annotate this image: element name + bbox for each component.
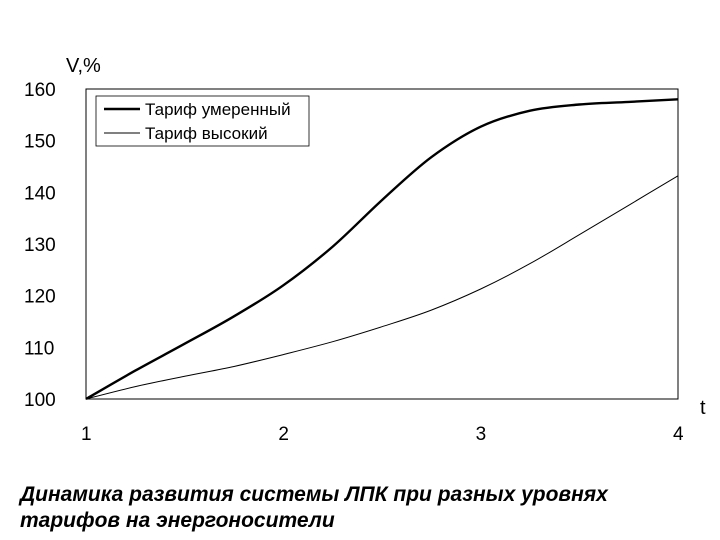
y-tick-label: 160: [24, 80, 56, 101]
x-tick-label: 4: [673, 424, 684, 445]
legend-box: [95, 95, 310, 147]
x-tick-label: 2: [278, 424, 289, 445]
y-tick-label: 110: [24, 338, 54, 359]
y-tick-label: 120: [24, 287, 56, 308]
y-tick-label: 150: [24, 132, 56, 153]
plot-frame: [85, 88, 679, 400]
x-axis-label: t: [700, 397, 706, 419]
legend-label-high: Тариф высокий: [145, 124, 268, 143]
x-tick-label: 3: [476, 424, 487, 445]
chart-caption: Динамика развития системы ЛПК при разных…: [20, 482, 710, 534]
caption-line-2: тарифов на энергоносители: [20, 509, 335, 532]
y-tick-label: 140: [24, 183, 56, 204]
x-tick-label: 1: [81, 424, 92, 445]
caption-line-1: Динамика развития системы ЛПК при разных…: [20, 483, 608, 506]
y-tick-label: 130: [24, 235, 56, 256]
series-lines: [85, 98, 679, 401]
y-tick-label: 100: [24, 390, 56, 411]
series-line-high: [85, 175, 679, 400]
y-axis-label: V,%: [66, 55, 101, 77]
series-line-moderate: [85, 98, 679, 401]
legend-label-moderate: Тариф умеренный: [145, 100, 291, 119]
legend: Тариф умеренный Тариф высокий: [95, 95, 310, 147]
y-ticks: 100 110 120 130 140 150 160: [24, 80, 56, 411]
x-ticks: 1 2 3 4: [81, 424, 684, 445]
line-chart: V,% t 100 110 120 130 140 150 160 1 2 3 4 Тариф у…: [24, 55, 706, 445]
